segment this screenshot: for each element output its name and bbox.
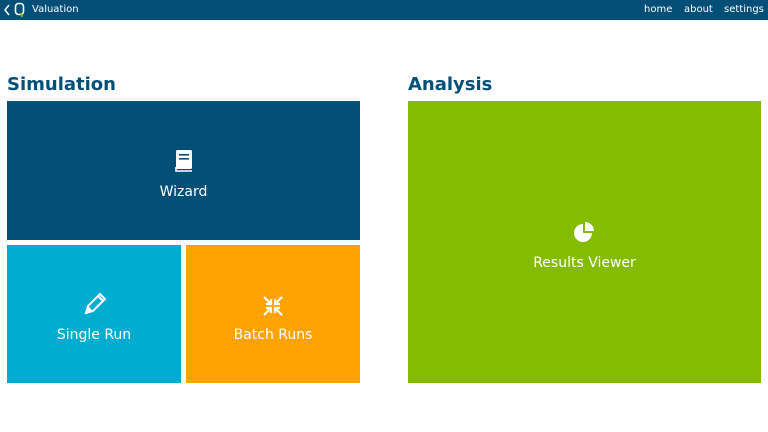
single-run-tile[interactable]: Single Run <box>7 245 181 383</box>
app-logo-icon <box>14 2 25 18</box>
wizard-tile[interactable]: Wizard <box>7 101 360 240</box>
batch-runs-label: Batch Runs <box>233 327 313 343</box>
nav-settings-link[interactable]: settings <box>724 4 764 15</box>
analysis-section-title: Analysis <box>408 74 493 95</box>
results-viewer-label: Results Viewer <box>533 255 636 271</box>
nav-home-link[interactable]: home <box>644 4 673 15</box>
single-run-label: Single Run <box>56 327 132 343</box>
simulation-section-title: Simulation <box>7 74 116 95</box>
results-viewer-tile[interactable]: Results Viewer <box>408 101 761 383</box>
nav-about-link[interactable]: about <box>684 4 713 15</box>
pie-chart-icon <box>574 222 594 242</box>
pencil-icon <box>84 292 107 315</box>
app-title: Valuation <box>32 4 79 15</box>
top-bar: Valuation home about settings <box>0 0 768 20</box>
compress-icon <box>263 296 283 316</box>
batch-runs-tile[interactable]: Batch Runs <box>186 245 360 383</box>
book-icon <box>175 150 192 172</box>
back-chevron-icon[interactable] <box>2 3 12 17</box>
wizard-label: Wizard <box>159 184 208 200</box>
